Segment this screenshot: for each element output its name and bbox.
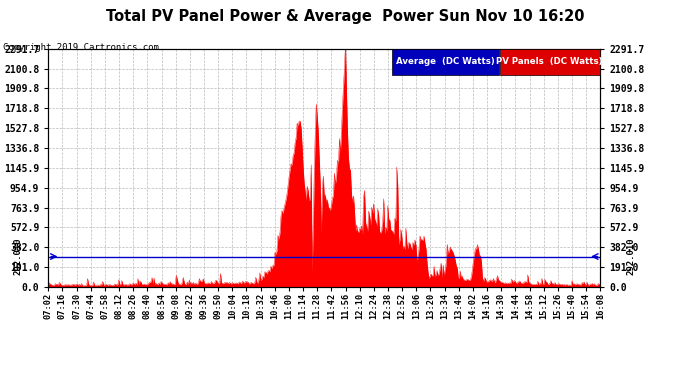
Text: Copyright 2019 Cartronics.com: Copyright 2019 Cartronics.com (3, 43, 159, 52)
Text: Average  (DC Watts): Average (DC Watts) (396, 57, 495, 66)
Text: Total PV Panel Power & Average  Power Sun Nov 10 16:20: Total PV Panel Power & Average Power Sun… (106, 9, 584, 24)
Text: PV Panels  (DC Watts): PV Panels (DC Watts) (496, 57, 603, 66)
Text: 292.010: 292.010 (626, 238, 635, 275)
Text: 292.010: 292.010 (13, 238, 23, 275)
